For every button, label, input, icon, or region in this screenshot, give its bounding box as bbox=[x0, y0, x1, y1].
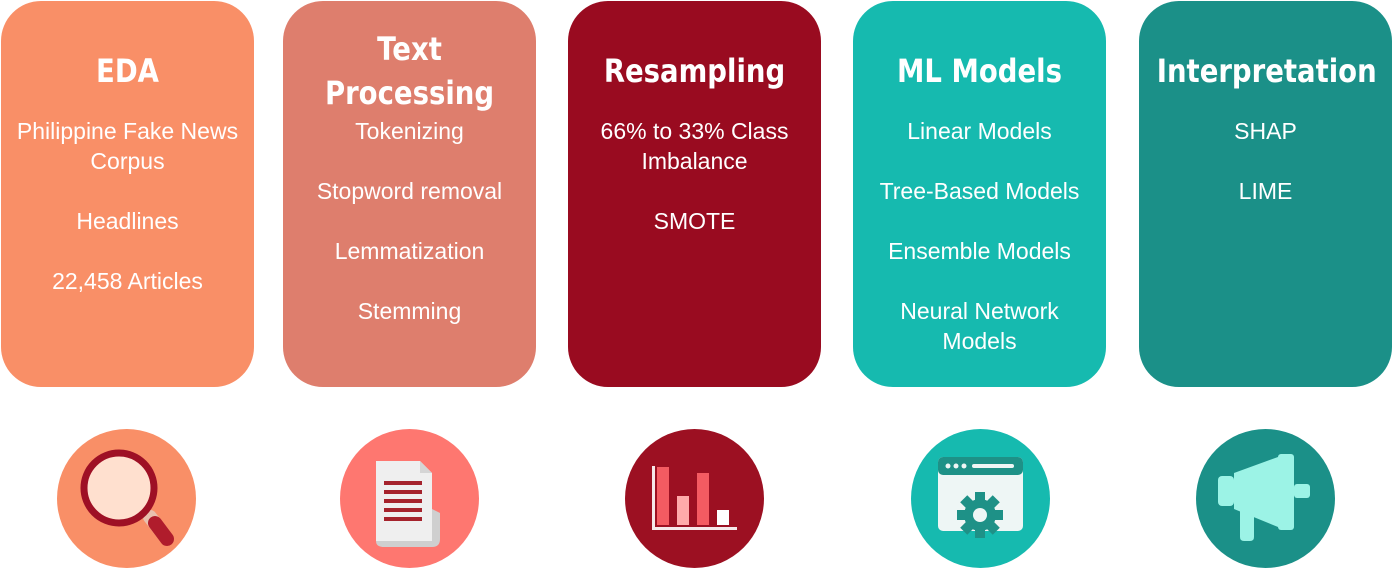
stage-item: Philippine Fake News Corpus bbox=[16, 118, 239, 174]
stage-item: SHAP bbox=[1234, 118, 1297, 144]
stage-items: Linear Models Tree-Based Models Ensemble… bbox=[853, 116, 1106, 386]
document-icon bbox=[340, 429, 479, 568]
stage-items: 66% to 33% Class Imbalance SMOTE bbox=[568, 116, 821, 266]
stage-card-ml-models: ML Models Linear Models Tree-Based Model… bbox=[853, 1, 1106, 387]
stage-item: Linear Models bbox=[907, 118, 1052, 144]
stage-card-eda: EDA Philippine Fake News Corpus Headline… bbox=[1, 1, 254, 387]
stage-item: Stemming bbox=[357, 298, 462, 324]
magnifier-icon bbox=[57, 429, 196, 568]
megaphone-icon bbox=[1196, 429, 1335, 568]
stage-item: Ensemble Models bbox=[888, 238, 1071, 264]
stage-card-resampling: Resampling 66% to 33% Class Imbalance SM… bbox=[568, 1, 821, 387]
browser-gear-icon bbox=[911, 429, 1050, 568]
stage-title: ML Models bbox=[897, 52, 1062, 90]
stage-item: Stopword removal bbox=[316, 178, 503, 204]
stage-card-interpretation: Interpretation SHAP LIME bbox=[1139, 1, 1392, 387]
stage-title: Interpretation bbox=[1156, 52, 1377, 90]
stage-items: Philippine Fake News Corpus Headlines 22… bbox=[1, 116, 254, 326]
stage-item: Tree-Based Models bbox=[879, 178, 1080, 204]
stage-items: Tokenizing Stopword removal Lemmatizatio… bbox=[283, 116, 536, 356]
stage-title-line: Processing bbox=[324, 74, 495, 112]
stage-item: 22,458 Articles bbox=[52, 268, 203, 294]
stage-card-text-processing: Text Processing Tokenizing Stopword remo… bbox=[283, 1, 536, 387]
stage-item: Tokenizing bbox=[355, 118, 464, 144]
stage-title: Resampling bbox=[603, 52, 786, 90]
stage-item: Headlines bbox=[76, 208, 179, 234]
stage-title: Text Processing bbox=[301, 27, 519, 115]
stage-title: EDA bbox=[96, 52, 159, 90]
stage-item: Neural Network Models bbox=[900, 298, 1059, 354]
bar-chart-icon bbox=[625, 429, 764, 568]
stage-item: LIME bbox=[1238, 178, 1293, 204]
stage-item: SMOTE bbox=[653, 208, 736, 234]
stage-item: Lemmatization bbox=[334, 238, 485, 264]
stage-item: 66% to 33% Class Imbalance bbox=[600, 118, 789, 174]
stage-items: SHAP LIME bbox=[1139, 116, 1392, 236]
stage-title-line: Text bbox=[377, 30, 442, 68]
